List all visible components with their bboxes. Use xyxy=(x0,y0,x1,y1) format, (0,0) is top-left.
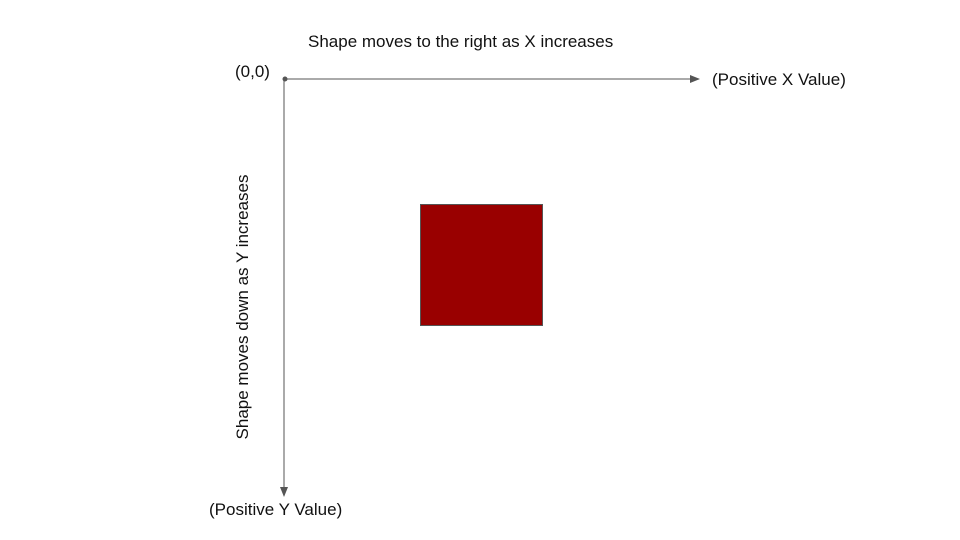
y-axis-caption: Shape moves down as Y increases xyxy=(233,174,252,440)
x-axis-caption: Shape moves to the right as X increases xyxy=(308,32,614,51)
origin-label: (0,0) xyxy=(235,62,270,81)
red-square-shape xyxy=(420,204,543,326)
y-axis-label: (Positive Y Value) xyxy=(209,500,343,519)
origin-point xyxy=(282,76,288,82)
x-axis-label: (Positive X Value) xyxy=(712,70,846,89)
